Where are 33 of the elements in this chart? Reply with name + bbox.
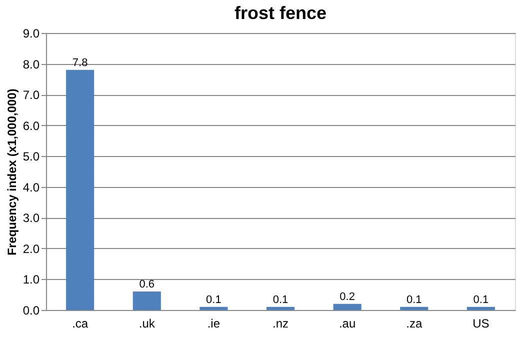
y-tick-label: 0.0 (22, 304, 40, 318)
chart-title: frost fence (234, 3, 327, 23)
y-axis-title: Frequency index (x1,000,000) (4, 88, 19, 256)
x-tick-label: .ca (72, 316, 88, 330)
y-tick-label: 4.0 (22, 180, 40, 194)
bar (132, 292, 161, 310)
x-tick-label: US (472, 316, 490, 330)
bar (266, 306, 295, 310)
x-tick-label: .nz (272, 316, 289, 330)
x-tick-label: .au (338, 316, 356, 330)
bar (466, 306, 495, 310)
data-label: 0.1 (406, 294, 422, 306)
data-label: 0.2 (340, 290, 355, 303)
y-tick-label: 1.0 (22, 272, 40, 287)
bar (400, 306, 428, 310)
data-label: 0.6 (139, 278, 155, 291)
y-tick-label: 9.0 (22, 26, 40, 40)
bar (333, 304, 362, 310)
y-tick-label: 7.0 (22, 88, 40, 102)
data-label: 7.8 (72, 56, 88, 69)
x-tick-label: .za (406, 316, 422, 330)
y-tick-label: 3.0 (22, 211, 40, 226)
y-tick-label: 8.0 (22, 57, 40, 72)
data-label: 0.1 (473, 294, 489, 306)
data-label: 0.1 (206, 294, 222, 306)
y-tick-label: 2.0 (22, 242, 40, 256)
bar (66, 70, 94, 310)
bar (200, 306, 228, 310)
y-tick-label: 6.0 (22, 118, 40, 133)
data-label: 0.1 (272, 294, 288, 306)
x-tick-label: .ie (207, 316, 220, 330)
x-tick-label: .uk (138, 316, 156, 330)
y-tick-label: 5.0 (22, 150, 40, 164)
